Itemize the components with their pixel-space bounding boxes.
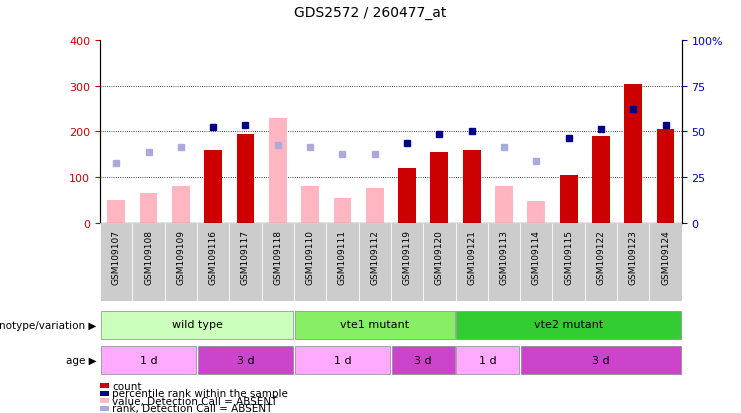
Text: rank, Detection Call = ABSENT: rank, Detection Call = ABSENT: [112, 403, 272, 413]
Text: GSM109108: GSM109108: [144, 229, 153, 284]
Text: genotype/variation ▶: genotype/variation ▶: [0, 320, 96, 330]
Bar: [592, 137, 610, 223]
Text: value, Detection Call = ABSENT: value, Detection Call = ABSENT: [112, 396, 277, 406]
Bar: [617, 223, 649, 301]
Bar: [585, 223, 617, 301]
Bar: [295, 347, 391, 374]
Bar: [262, 223, 294, 301]
Bar: [625, 84, 642, 223]
Bar: [657, 130, 674, 223]
Text: GSM109123: GSM109123: [629, 229, 638, 284]
Text: 3 d: 3 d: [414, 355, 432, 365]
Text: GSM109116: GSM109116: [209, 229, 218, 284]
Bar: [295, 311, 455, 339]
Text: GSM109111: GSM109111: [338, 229, 347, 284]
Bar: [139, 193, 157, 223]
Bar: [172, 187, 190, 223]
Bar: [229, 223, 262, 301]
Text: GSM109121: GSM109121: [467, 229, 476, 284]
Bar: [301, 187, 319, 223]
Text: GSM109112: GSM109112: [370, 229, 379, 284]
Text: GSM109124: GSM109124: [661, 229, 670, 284]
Text: GSM109118: GSM109118: [273, 229, 282, 284]
Bar: [101, 347, 196, 374]
Bar: [559, 175, 577, 223]
Text: 3 d: 3 d: [592, 355, 610, 365]
Bar: [528, 201, 545, 223]
Bar: [456, 223, 488, 301]
Text: 1 d: 1 d: [140, 355, 157, 365]
Bar: [456, 311, 681, 339]
Bar: [236, 134, 254, 223]
Bar: [456, 347, 519, 374]
Bar: [205, 150, 222, 223]
Text: GDS2572 / 260477_at: GDS2572 / 260477_at: [294, 6, 447, 20]
Bar: [198, 347, 293, 374]
Bar: [366, 189, 384, 223]
Text: GSM109117: GSM109117: [241, 229, 250, 284]
Text: GSM109120: GSM109120: [435, 229, 444, 284]
Text: percentile rank within the sample: percentile rank within the sample: [112, 388, 288, 398]
Text: GSM109110: GSM109110: [305, 229, 315, 284]
Bar: [553, 223, 585, 301]
Text: GSM109113: GSM109113: [499, 229, 508, 284]
Bar: [423, 223, 456, 301]
Bar: [649, 223, 682, 301]
Text: age ▶: age ▶: [66, 355, 96, 366]
Bar: [391, 347, 455, 374]
Text: 1 d: 1 d: [479, 355, 496, 365]
Bar: [488, 223, 520, 301]
Bar: [495, 187, 513, 223]
Text: GSM109119: GSM109119: [402, 229, 411, 284]
Text: GSM109115: GSM109115: [564, 229, 573, 284]
Bar: [333, 198, 351, 223]
Text: GSM109122: GSM109122: [597, 229, 605, 284]
Bar: [294, 223, 326, 301]
Bar: [520, 223, 553, 301]
Bar: [359, 223, 391, 301]
Bar: [165, 223, 197, 301]
Text: vte1 mutant: vte1 mutant: [340, 320, 409, 330]
Bar: [326, 223, 359, 301]
Bar: [431, 152, 448, 223]
Text: GSM109114: GSM109114: [532, 229, 541, 284]
Bar: [398, 169, 416, 223]
Bar: [133, 223, 165, 301]
Bar: [463, 150, 481, 223]
Text: count: count: [112, 381, 142, 391]
Text: 1 d: 1 d: [333, 355, 351, 365]
Text: vte2 mutant: vte2 mutant: [534, 320, 603, 330]
Bar: [100, 223, 133, 301]
Text: GSM109109: GSM109109: [176, 229, 185, 284]
Bar: [521, 347, 681, 374]
Text: 3 d: 3 d: [236, 355, 254, 365]
Bar: [391, 223, 423, 301]
Bar: [197, 223, 229, 301]
Bar: [107, 200, 125, 223]
Bar: [269, 119, 287, 223]
Bar: [101, 311, 293, 339]
Text: wild type: wild type: [172, 320, 222, 330]
Text: GSM109107: GSM109107: [112, 229, 121, 284]
